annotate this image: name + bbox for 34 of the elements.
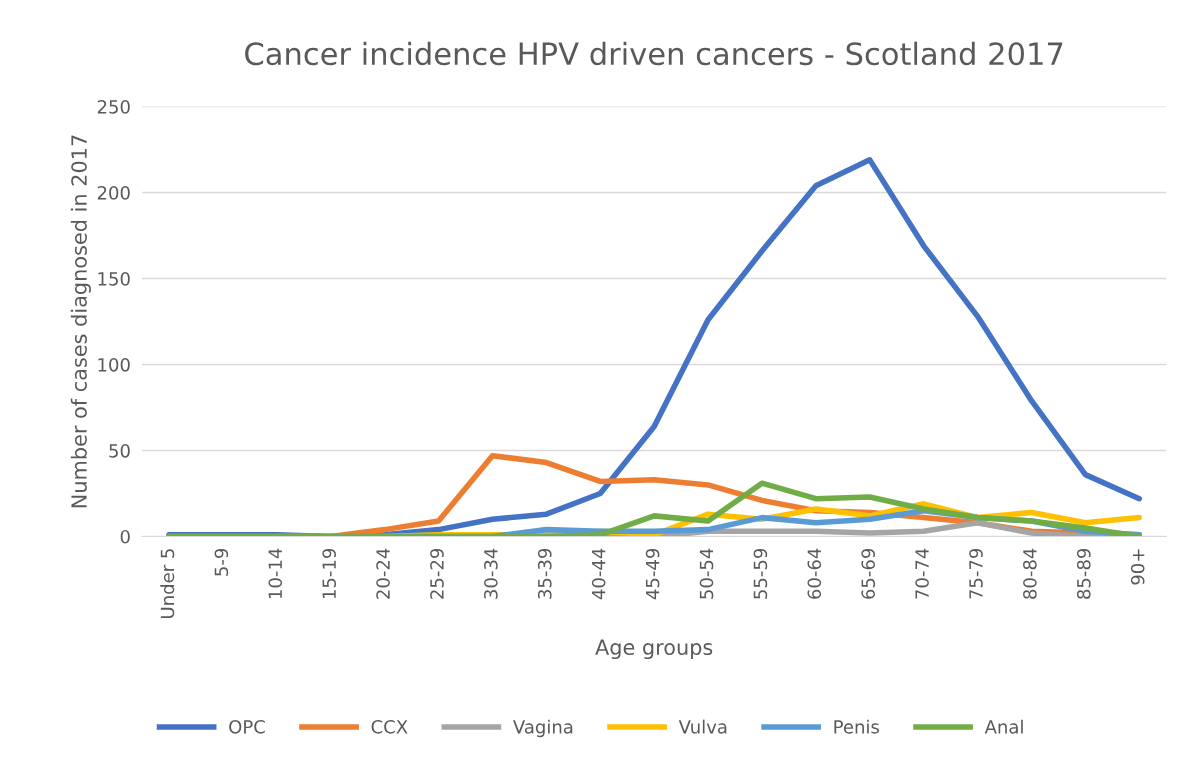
- x-tick-label: Under 5: [160, 549, 175, 618]
- x-tick-label: 70-74: [915, 548, 929, 599]
- x-axis-title: Age groups: [595, 639, 713, 660]
- x-tick-label: 25-29: [430, 548, 444, 599]
- x-tick-label: 65-69: [861, 548, 876, 599]
- x-tick-label: 40-44: [591, 548, 606, 600]
- x-tick-label: 50-54: [699, 548, 714, 599]
- x-tick-label: 15-19: [322, 548, 336, 599]
- y-tick-label: 200: [97, 185, 130, 200]
- x-tick-label: 80-84: [1023, 548, 1037, 599]
- x-tick-label: 5-9: [214, 548, 229, 576]
- legend-label: Penis: [834, 719, 879, 734]
- y-tick-label: 250: [97, 100, 130, 114]
- x-tick-label: 35-39: [537, 548, 552, 599]
- x-tick-label: 60-64: [807, 548, 822, 599]
- y-tick-label: 50: [109, 443, 130, 458]
- legend-label: Anal: [984, 719, 1023, 734]
- x-tick-label: 20-24: [376, 548, 390, 599]
- x-tick-label: 10-14: [268, 548, 283, 599]
- y-tick-label: 150: [98, 271, 130, 286]
- x-tick-label: 90+: [1130, 549, 1145, 585]
- legend-label: Vagina: [513, 719, 573, 738]
- x-tick-label: 75-79: [969, 548, 983, 599]
- legend-label: CCX: [371, 719, 408, 734]
- x-tick-label: 85-89: [1076, 548, 1091, 599]
- x-tick-label: 55-59: [753, 548, 768, 599]
- chart-title: Cancer incidence HPV driven cancers - Scotland 2017: [245, 41, 1063, 66]
- legend-label: OPC: [229, 719, 265, 734]
- legend-label: Vulva: [678, 719, 727, 734]
- x-tick-label: 30-34: [484, 548, 498, 599]
- x-tick-label: 45-49: [645, 548, 660, 600]
- y-axis-title: Number of cases diagnosed in 2017: [70, 135, 91, 508]
- y-tick-label: 100: [98, 357, 130, 372]
- y-tick-label: 0: [120, 529, 130, 544]
